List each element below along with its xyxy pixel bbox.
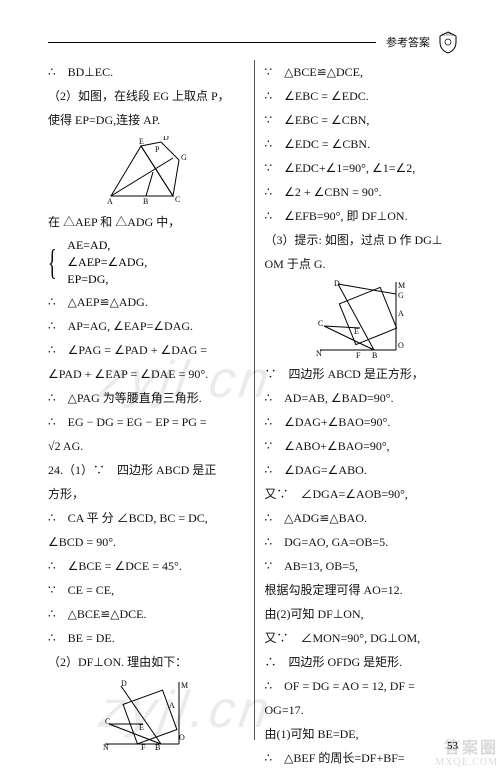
svg-text:D: D <box>121 679 127 688</box>
brace-line: ∠AEP=∠ADG, <box>67 254 147 271</box>
header-rule <box>48 42 376 43</box>
text-line: ∴ ∠2 + ∠CBN = 90°. <box>265 180 461 204</box>
text-line: 根据勾股定理可得 AO=12. <box>265 578 461 602</box>
text-line: 24.（1）∵ 四边形 ABCD 是正 <box>48 458 244 482</box>
svg-text:SCHOOL: SCHOOL <box>442 33 455 37</box>
text-line: ∴ OF = DG = AO = 12, DF = <box>265 674 461 698</box>
text-line: ∴ ∠EFB=90°, 即 DF⊥ON. <box>265 204 461 228</box>
svg-text:E: E <box>354 327 359 336</box>
text-line: ∴ △BEF 的周长=DF+BF= <box>265 746 461 770</box>
svg-text:D: D <box>163 136 169 142</box>
text-line: ∴ ∠PAG = ∠PAD + ∠DAG = <box>48 338 244 362</box>
svg-text:C: C <box>175 195 180 204</box>
corner-line1: 答案圈 <box>435 742 498 756</box>
text-line: 由(2)可知 DF⊥ON, <box>265 602 461 626</box>
text-line: 又∵ ∠MON=90°, DG⊥OM, <box>265 626 461 650</box>
left-brace-icon: { <box>48 236 57 288</box>
text-line: ∴ △AEP≌△ADG. <box>48 290 244 314</box>
text-line: ∴ ∠EDC = ∠CBN. <box>265 132 461 156</box>
svg-text:O: O <box>179 733 185 742</box>
brace-line: EP=DG, <box>67 271 147 288</box>
svg-text:F: F <box>356 351 361 358</box>
header-title: 参考答案 <box>386 34 430 50</box>
svg-text:B: B <box>143 197 148 206</box>
svg-text:M: M <box>398 281 405 290</box>
text-line: ∴ ∠BCE = ∠DCE = 45°. <box>48 554 244 578</box>
text-line: OM 于点 G. <box>265 252 461 276</box>
text-line: （2）如图，在线段 EG 上取点 P， <box>48 84 244 108</box>
corner-line2: MXQE.COM <box>435 756 498 770</box>
text-line: ∵ AB=13, OB=5, <box>265 554 461 578</box>
svg-text:C: C <box>105 717 110 726</box>
svg-text:G: G <box>181 153 187 162</box>
text-line: ∴ AD=AB, ∠BAD=90°. <box>265 386 461 410</box>
school-badge-icon: SCHOOL <box>436 30 460 54</box>
two-column-body: ∴ BD⊥EC. （2）如图，在线段 EG 上取点 P， 使得 EP=DG,连接… <box>48 60 460 740</box>
text-line: ∵ ∠EDC+∠1=90°, ∠1=∠2, <box>265 156 461 180</box>
figure-triangle-1: E P D G C B A <box>48 136 244 206</box>
left-column: ∴ BD⊥EC. （2）如图，在线段 EG 上取点 P， 使得 EP=DG,连接… <box>48 60 254 740</box>
text-line: OG=17. <box>265 698 461 722</box>
text-line: ∴ ∠DAG+∠BAO=90°. <box>265 410 461 434</box>
page-header: 参考答案 SCHOOL <box>48 30 460 54</box>
brace-line: AE=AD, <box>67 237 147 254</box>
svg-text:B: B <box>372 351 377 358</box>
svg-text:C: C <box>318 319 323 328</box>
text-line: （2）DF⊥ON. 理由如下： <box>48 650 244 674</box>
svg-text:N: N <box>103 743 109 750</box>
text-line: ∴ DG=AO, GA=OB=5. <box>265 530 461 554</box>
svg-text:A: A <box>107 197 113 206</box>
text-line: ∵ ∠EBC = ∠CBN, <box>265 108 461 132</box>
corner-watermark: 答案圈 MXQE.COM <box>435 742 498 770</box>
text-line: ∠BCD = 90°. <box>48 530 244 554</box>
text-line: ∴ △PAG 为等腰直角三角形. <box>48 386 244 410</box>
svg-text:B: B <box>155 743 160 750</box>
text-line: 在 △AEP 和 △ADG 中， <box>48 210 244 234</box>
svg-text:D: D <box>334 280 340 288</box>
svg-text:F: F <box>141 743 146 750</box>
text-line: ∴ BE = DE. <box>48 626 244 650</box>
text-line: 使得 EP=DG,连接 AP. <box>48 108 244 132</box>
text-line: （3）提示: 如图，过点 D 作 DG⊥ <box>265 228 461 252</box>
text-line: ∴ AP=AG, ∠EAP=∠DAG. <box>48 314 244 338</box>
text-line: ∵ 四边形 ABCD 是正方形， <box>265 362 461 386</box>
svg-text:N: N <box>316 349 322 358</box>
svg-text:A: A <box>169 701 175 710</box>
text-line: 又∵ ∠DGA=∠AOB=90°, <box>265 482 461 506</box>
text-line: ∴ ∠DAG=∠ABO. <box>265 458 461 482</box>
figure-triangle-3: D M G A C O E N F B <box>265 280 461 358</box>
text-line: ∵ ∠ABO+∠BAO=90°, <box>265 434 461 458</box>
svg-text:M: M <box>181 681 188 690</box>
brace-items: AE=AD, ∠AEP=∠ADG, EP=DG, <box>67 237 147 288</box>
text-line: ∵ △BCE≌△DCE, <box>265 60 461 84</box>
svg-text:O: O <box>398 341 404 350</box>
text-line: 方形， <box>48 482 244 506</box>
svg-text:P: P <box>155 145 160 154</box>
text-line: ∠PAD + ∠EAP = ∠DAE = 90°. <box>48 362 244 386</box>
text-line: ∴ △BCE≌△DCE. <box>48 602 244 626</box>
text-line: ∵ CE = CE, <box>48 578 244 602</box>
svg-text:E: E <box>139 723 144 732</box>
right-column: ∵ △BCE≌△DCE, ∴ ∠EBC = ∠EDC. ∵ ∠EBC = ∠CB… <box>254 60 461 740</box>
text-line: ∴ BD⊥EC. <box>48 60 244 84</box>
svg-text:A: A <box>398 309 404 318</box>
text-line: ∴ CA 平 分 ∠BCD, BC = DC, <box>48 506 244 530</box>
svg-text:E: E <box>139 137 144 146</box>
text-line: 由(1)可知 BE=DE, <box>265 722 461 746</box>
svg-text:G: G <box>398 291 404 300</box>
text-line: √2 AG. <box>48 434 244 458</box>
equation-brace: { AE=AD, ∠AEP=∠ADG, EP=DG, <box>48 236 244 288</box>
page-root: 参考答案 SCHOOL ∴ BD⊥EC. （2）如图，在线段 EG 上取点 P，… <box>0 0 500 772</box>
text-line: ∴ ∠EBC = ∠EDC. <box>265 84 461 108</box>
text-line: ∴ 四边形 OFDG 是矩形. <box>265 650 461 674</box>
figure-triangle-2: D M A C O E F B N <box>48 678 244 750</box>
text-line: ∴ △ADG≌△BAO. <box>265 506 461 530</box>
text-line: ∴ EG − DG = EG − EP = PG = <box>48 410 244 434</box>
